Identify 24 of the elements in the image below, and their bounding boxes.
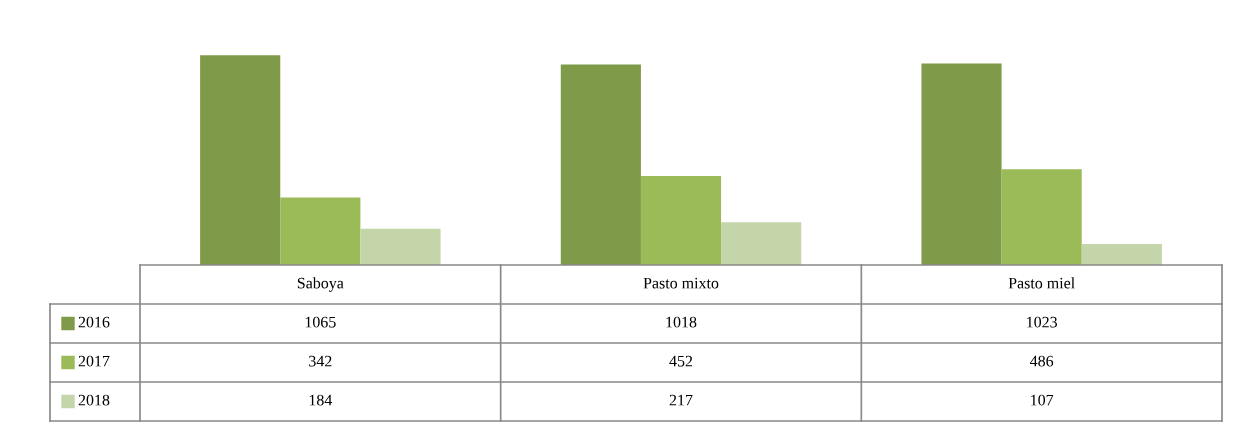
data-label: 107 — [1031, 394, 1054, 406]
data-label: 1023 — [1027, 316, 1058, 328]
data-label: 184 — [309, 394, 333, 406]
bar — [200, 55, 281, 265]
data-label: 486 — [1030, 355, 1054, 367]
data-label: 1065 — [305, 316, 336, 328]
bar — [640, 175, 722, 265]
legend-label: 2018 — [78, 394, 110, 406]
bar — [1001, 169, 1082, 265]
x-tick-label: Saboya — [297, 277, 344, 292]
x-tick-label: Pasto miel — [1008, 277, 1075, 289]
bar — [360, 228, 441, 265]
bar — [721, 222, 802, 265]
bar — [1081, 243, 1162, 265]
bar — [560, 64, 641, 265]
data-label: 217 — [669, 394, 693, 406]
data-label: 452 — [669, 355, 693, 367]
legend-label: 2016 — [78, 316, 110, 328]
x-tick-label: Pasto mixto — [643, 277, 719, 289]
data-label: 342 — [309, 355, 332, 367]
bar — [280, 197, 361, 265]
bar — [921, 63, 1002, 265]
data-label: 1018 — [666, 316, 697, 328]
legend-label: 2017 — [78, 355, 110, 367]
